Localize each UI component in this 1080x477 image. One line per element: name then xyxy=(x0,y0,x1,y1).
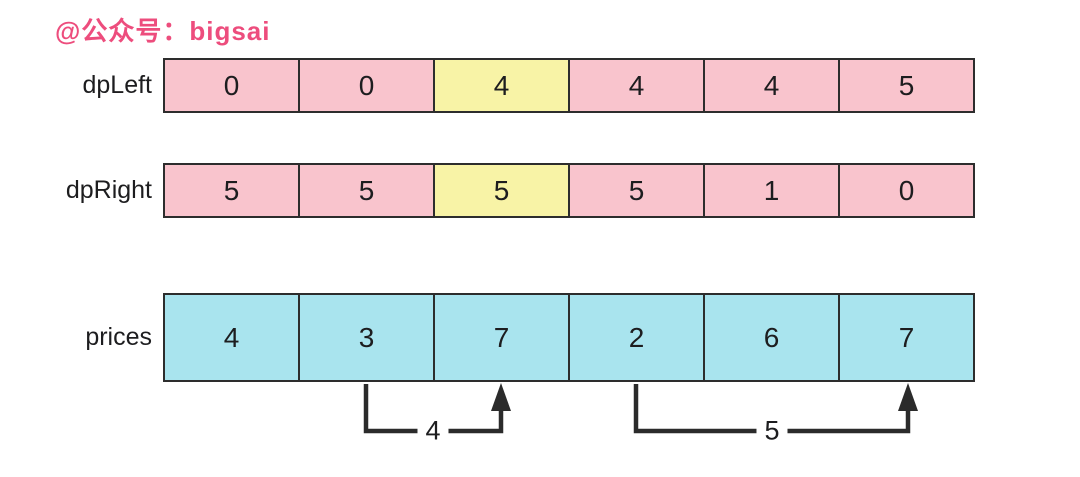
array-cell: 4 xyxy=(165,295,300,380)
array-row-dpleft: dpLeft 0 0 4 4 4 5 xyxy=(0,58,1080,113)
array-cell: 7 xyxy=(840,295,973,380)
row-label-prices: prices xyxy=(85,323,152,351)
array-cell: 4 xyxy=(570,60,705,111)
array-cell: 1 xyxy=(705,165,840,216)
arrow-up-head-icon xyxy=(898,383,918,411)
prices-cells: 4 3 7 2 6 7 xyxy=(163,293,975,382)
array-cell: 4 xyxy=(705,60,840,111)
array-cell: 5 xyxy=(840,60,973,111)
row-label-dpleft: dpLeft xyxy=(82,71,152,99)
row-label-dpright: dpRight xyxy=(65,176,152,204)
array-cell: 0 xyxy=(165,60,300,111)
arrow-up-head-icon xyxy=(491,383,511,411)
array-row-dpright: dpRight 5 5 5 5 1 0 xyxy=(0,163,1080,218)
array-cell: 0 xyxy=(300,60,435,111)
arrow-profit-label: 4 xyxy=(417,417,449,445)
array-cell: 5 xyxy=(570,165,705,216)
dpright-cells: 5 5 5 5 1 0 xyxy=(163,163,975,218)
array-cell: 2 xyxy=(570,295,705,380)
array-row-prices: prices 4 3 7 2 6 7 xyxy=(0,293,1080,382)
array-cell: 5 xyxy=(165,165,300,216)
arrow-profit-label: 5 xyxy=(756,417,788,445)
array-cell: 7 xyxy=(435,295,570,380)
array-cell: 5 xyxy=(300,165,435,216)
watermark-text: @公众号：bigsai xyxy=(55,16,271,46)
array-cell: 6 xyxy=(705,295,840,380)
array-cell: 0 xyxy=(840,165,973,216)
array-cell-highlighted: 4 xyxy=(435,60,570,111)
array-cell-highlighted: 5 xyxy=(435,165,570,216)
dpleft-cells: 0 0 4 4 4 5 xyxy=(163,58,975,113)
array-cell: 3 xyxy=(300,295,435,380)
